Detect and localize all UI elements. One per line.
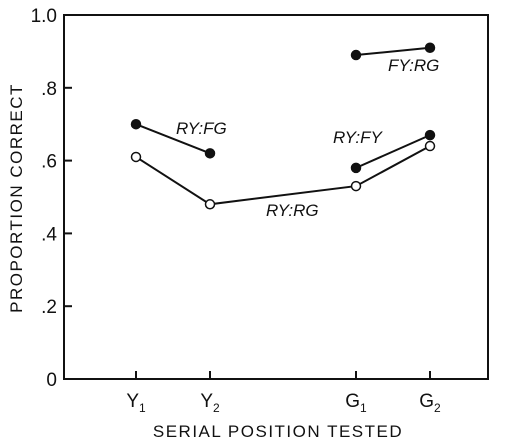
data-point-ry-fg (132, 120, 141, 129)
series-labels: RY:FG RY:RG RY:FY FY:RG (176, 56, 439, 220)
x-axis: Y1 Y2 G1 G2 (126, 371, 441, 415)
y-tick-label: .8 (41, 79, 57, 100)
data-point-fy-rg (352, 51, 361, 60)
x-tick-label: Y2 (200, 391, 220, 415)
y-tick-label: 0 (46, 370, 57, 391)
series-line-fy-rg (356, 48, 430, 55)
data-point-ry-fy (352, 163, 361, 172)
data-point-ry-rg (132, 152, 141, 161)
data-point-ry-fg (206, 149, 215, 158)
y-axis: 0 .2 .4 .6 .8 1.0 (31, 6, 72, 391)
data-point-ry-rg (352, 182, 361, 191)
series-label-fy-rg: FY:RG (388, 56, 439, 75)
data-point-ry-fy (426, 131, 435, 140)
data-point-ry-rg (426, 142, 435, 151)
series-label-ry-fy: RY:FY (333, 128, 383, 147)
data-point-fy-rg (426, 43, 435, 52)
y-tick-label: .4 (41, 224, 57, 245)
y-tick-label: .2 (41, 297, 57, 318)
series-label-ry-rg: RY:RG (266, 201, 319, 220)
y-axis-title: PROPORTION CORRECT (7, 83, 26, 313)
x-axis-title: SERIAL POSITION TESTED (153, 422, 403, 441)
y-tick-label: 1.0 (31, 6, 57, 27)
x-tick-label: G2 (419, 391, 441, 415)
x-tick-label: G1 (345, 391, 367, 415)
y-tick-label: .6 (41, 152, 57, 173)
x-tick-label: Y1 (126, 391, 146, 415)
series-label-ry-fg: RY:FG (176, 119, 227, 138)
data-point-ry-rg (206, 200, 215, 209)
